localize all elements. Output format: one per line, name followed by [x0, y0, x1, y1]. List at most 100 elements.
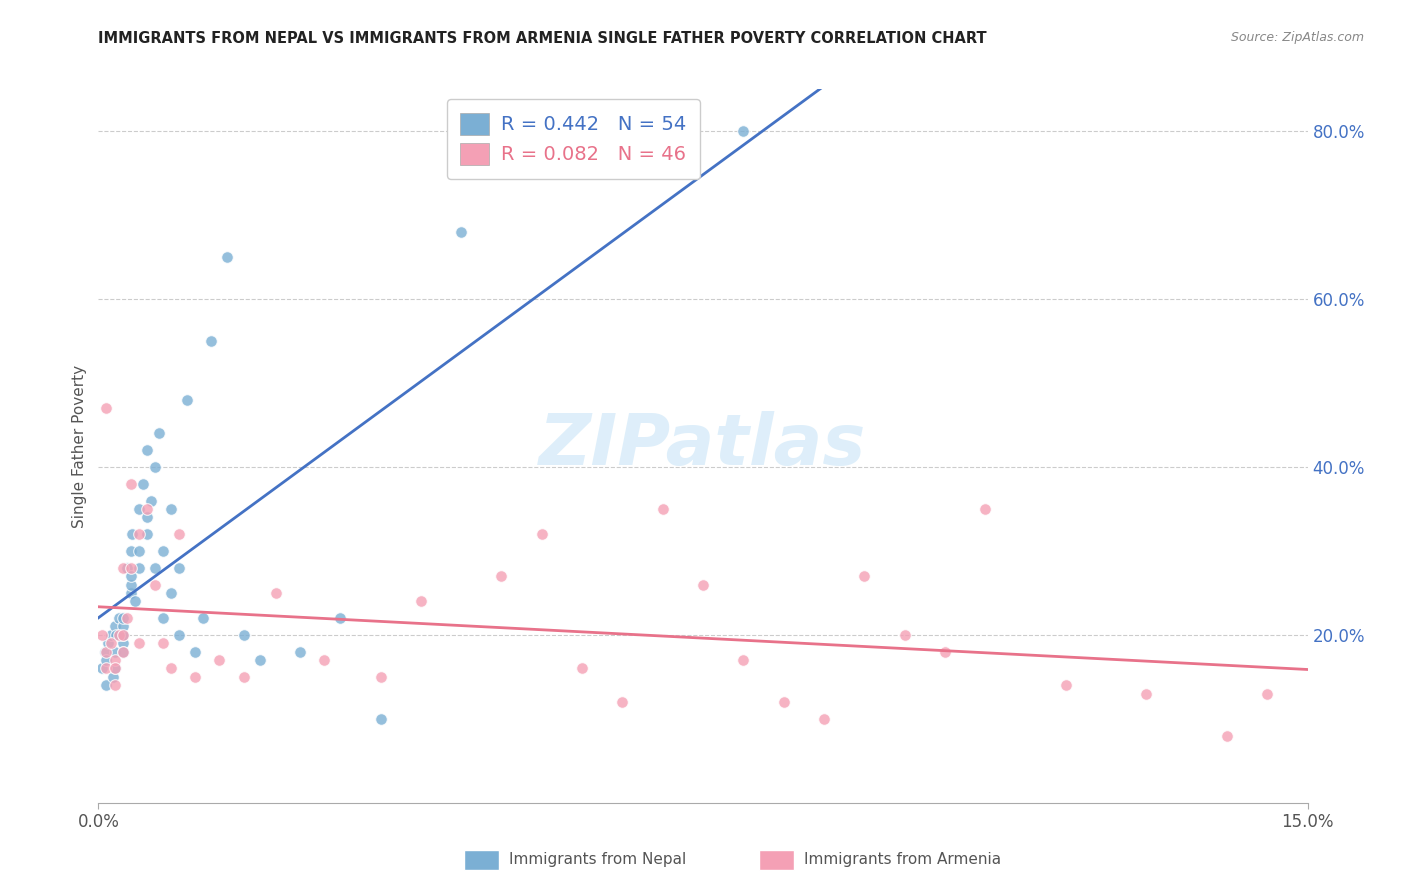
Point [120, 569, 142, 583]
Point [314, 653, 336, 667]
Point [135, 443, 157, 458]
Point [148, 426, 170, 441]
Point [733, 124, 755, 138]
Point [813, 712, 835, 726]
Point [107, 611, 129, 625]
Point [103, 619, 125, 633]
Point [128, 560, 150, 574]
Point [1054, 678, 1077, 692]
Point [160, 502, 183, 516]
Point [232, 670, 254, 684]
Point [288, 645, 311, 659]
Point [160, 661, 183, 675]
Point [105, 628, 128, 642]
Point [100, 628, 122, 642]
Point [132, 476, 155, 491]
Point [94, 645, 117, 659]
Point [1135, 687, 1157, 701]
Point [193, 611, 215, 625]
Point [200, 334, 222, 348]
Point [128, 527, 150, 541]
Point [96, 678, 118, 692]
Point [370, 712, 392, 726]
Point [571, 661, 593, 675]
Point [934, 645, 956, 659]
Point [128, 544, 150, 558]
Point [143, 577, 166, 591]
Point [96, 661, 118, 675]
Point [96, 401, 118, 416]
Point [139, 493, 162, 508]
Point [111, 619, 134, 633]
Point [491, 569, 513, 583]
Point [530, 527, 553, 541]
Point [111, 611, 134, 625]
Point [167, 527, 190, 541]
Point [103, 653, 125, 667]
Point [121, 527, 143, 541]
Point [135, 502, 157, 516]
Point [135, 510, 157, 524]
Point [974, 502, 997, 516]
Point [1216, 729, 1239, 743]
Point [176, 392, 198, 407]
Point [91, 661, 114, 675]
Point [115, 611, 138, 625]
Point [733, 653, 755, 667]
Point [893, 628, 915, 642]
Point [120, 544, 142, 558]
Point [143, 460, 166, 475]
Point [111, 645, 134, 659]
Point [128, 636, 150, 650]
Point [103, 661, 125, 675]
Point [152, 544, 174, 558]
Point [115, 560, 138, 574]
Point [612, 695, 634, 709]
Point [103, 645, 125, 659]
Point [167, 628, 190, 642]
Point [120, 577, 142, 591]
Point [97, 636, 120, 650]
Point [1256, 687, 1278, 701]
Text: IMMIGRANTS FROM NEPAL VS IMMIGRANTS FROM ARMENIA SINGLE FATHER POVERTY CORRELATI: IMMIGRANTS FROM NEPAL VS IMMIGRANTS FROM… [98, 31, 987, 46]
Y-axis label: Single Father Poverty: Single Father Poverty [72, 365, 87, 527]
Point [491, 124, 513, 138]
Point [208, 653, 231, 667]
Point [120, 586, 142, 600]
Point [184, 670, 207, 684]
Text: Immigrants from Armenia: Immigrants from Armenia [804, 853, 1001, 867]
Point [111, 628, 134, 642]
Point [120, 476, 142, 491]
Point [772, 695, 794, 709]
Point [249, 653, 271, 667]
Point [124, 594, 146, 608]
Point [111, 645, 134, 659]
Text: Source: ZipAtlas.com: Source: ZipAtlas.com [1230, 31, 1364, 45]
Point [103, 661, 125, 675]
Point [107, 628, 129, 642]
Point [96, 645, 118, 659]
Point [143, 560, 166, 574]
Point [232, 628, 254, 642]
Point [152, 636, 174, 650]
Point [101, 670, 124, 684]
Point [692, 577, 714, 591]
Point [111, 560, 134, 574]
Point [651, 502, 673, 516]
Point [370, 670, 392, 684]
Text: ZIPatlas: ZIPatlas [540, 411, 866, 481]
Point [100, 636, 122, 650]
Text: Immigrants from Nepal: Immigrants from Nepal [509, 853, 686, 867]
Point [111, 636, 134, 650]
Point [217, 250, 239, 264]
Point [128, 502, 150, 516]
Point [329, 611, 352, 625]
Point [120, 560, 142, 574]
Point [184, 645, 207, 659]
Point [264, 586, 287, 600]
Point [91, 628, 114, 642]
Point [103, 678, 125, 692]
Point [135, 527, 157, 541]
Legend: R = 0.442   N = 54, R = 0.082   N = 46: R = 0.442 N = 54, R = 0.082 N = 46 [447, 99, 700, 178]
Point [853, 569, 876, 583]
